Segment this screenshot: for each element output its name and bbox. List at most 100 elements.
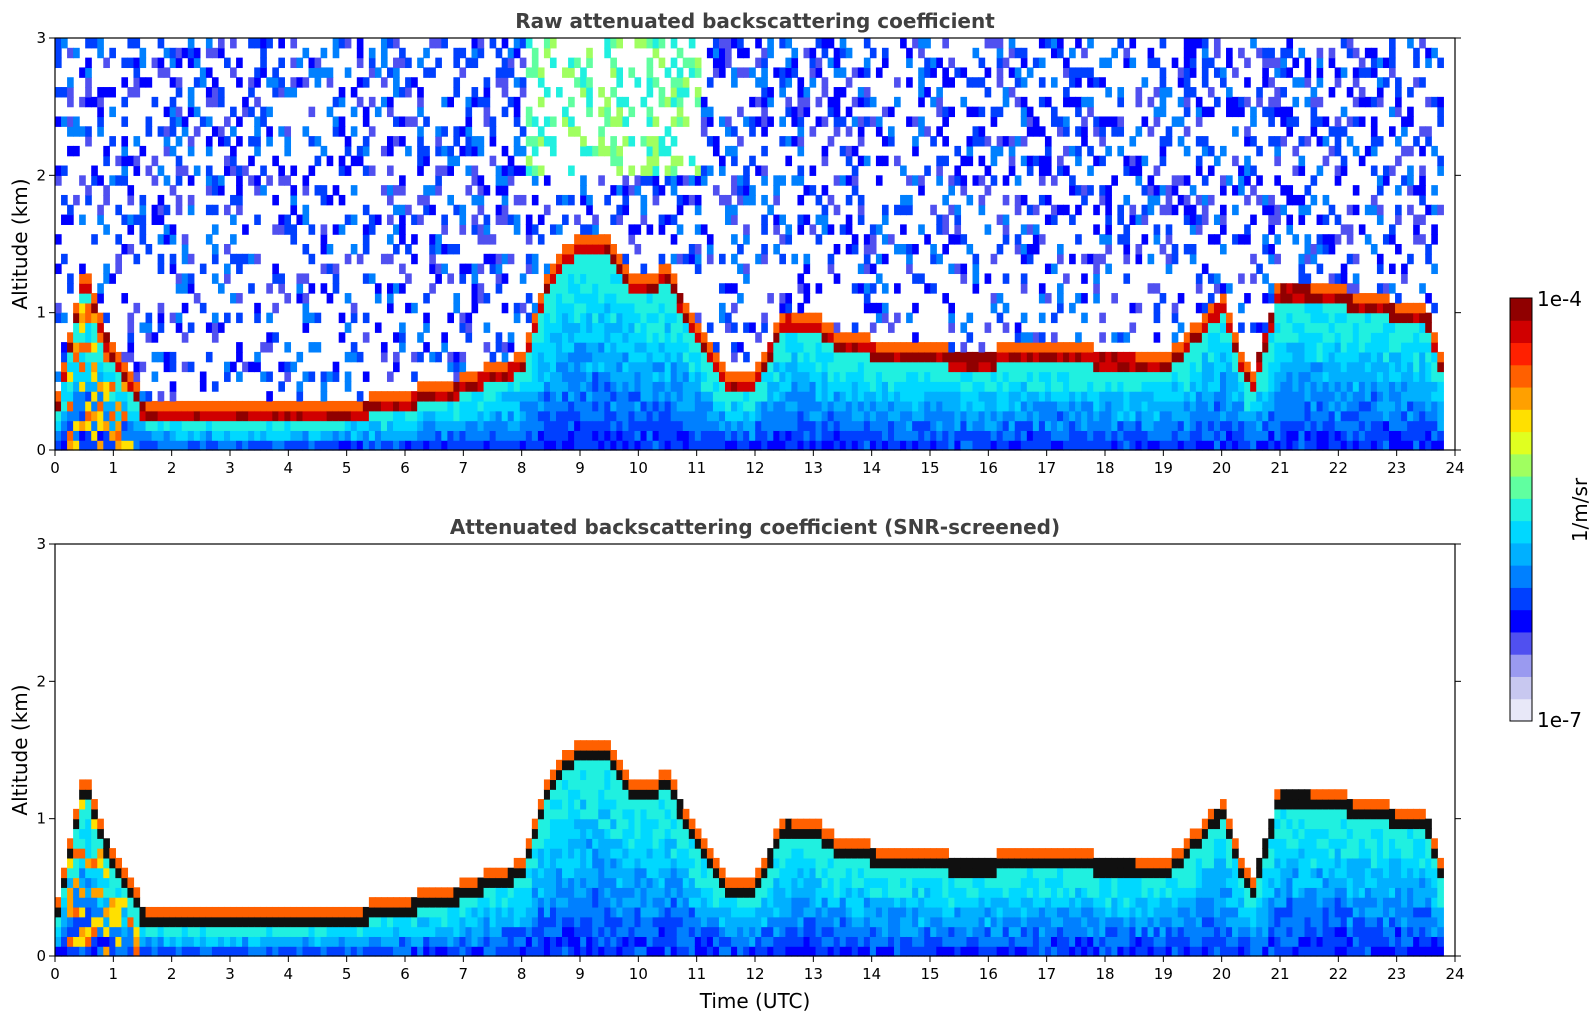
heatmap-cell (948, 371, 955, 382)
heatmap-cell (592, 351, 599, 363)
heatmap-cell (1431, 391, 1438, 402)
heatmap-cell (1310, 175, 1318, 186)
heatmap-cell (1093, 283, 1100, 294)
heatmap-cell (519, 430, 527, 441)
heatmap-cell (417, 165, 424, 176)
heatmap-cell (676, 312, 684, 324)
heatmap-cell (1069, 302, 1076, 314)
heatmap-cell (435, 273, 442, 284)
heatmap-cell (1431, 410, 1438, 422)
heatmap-cell (791, 332, 799, 343)
heatmap-cell (1407, 400, 1414, 412)
heatmap-cell (718, 361, 726, 373)
heatmap-cell (1250, 136, 1257, 147)
heatmap-cell (332, 283, 340, 294)
heatmap-cell (821, 77, 829, 88)
heatmap-cell (549, 136, 557, 147)
heatmap-cell (61, 253, 68, 265)
heatmap-cell (1135, 126, 1143, 137)
heatmap-cell (302, 302, 310, 314)
heatmap-cell (894, 312, 901, 324)
heatmap-cell (205, 165, 213, 176)
heatmap-cell (411, 253, 418, 265)
heatmap-cell (453, 244, 461, 255)
heatmap-cell (393, 116, 400, 127)
heatmap-cell (326, 371, 334, 382)
heatmap-cell (1232, 67, 1239, 78)
heatmap-cell (465, 332, 473, 343)
heatmap-cell (1038, 440, 1046, 451)
heatmap-cell (833, 332, 841, 343)
heatmap-cell (109, 351, 116, 363)
heatmap-cell (924, 87, 931, 98)
heatmap-cell (1087, 165, 1094, 176)
heatmap-cell (1063, 145, 1070, 157)
heatmap-cell (1123, 332, 1131, 343)
heatmap-cell (942, 371, 949, 382)
heatmap-cell (1274, 381, 1281, 392)
heatmap-cell (1274, 136, 1281, 147)
heatmap-cell (1117, 400, 1125, 412)
heatmap-cell (869, 381, 877, 392)
heatmap-cell (1370, 410, 1378, 422)
heatmap-cell (749, 67, 756, 78)
heatmap-cell (706, 244, 714, 255)
heatmap-cell (797, 312, 805, 324)
heatmap-cell (700, 332, 708, 343)
heatmap-cell (338, 332, 346, 343)
heatmap-cell (676, 371, 684, 382)
heatmap-cell (1207, 273, 1215, 284)
heatmap-cell (272, 87, 279, 98)
heatmap-cell (224, 136, 231, 147)
heatmap-cell (374, 400, 382, 412)
heatmap-cell (839, 38, 847, 49)
heatmap-cell (1316, 430, 1324, 441)
heatmap-cell (1044, 342, 1052, 353)
heatmap-cell (501, 165, 509, 176)
heatmap-cell (477, 410, 485, 422)
heatmap-cell (1038, 391, 1046, 402)
heatmap-cell (67, 273, 74, 284)
heatmap-cell (725, 126, 732, 137)
heatmap-cell (211, 185, 219, 196)
heatmap-cell (1032, 430, 1040, 441)
heatmap-cell (525, 234, 533, 245)
heatmap-cell (61, 351, 68, 363)
heatmap-cell (875, 273, 883, 284)
heatmap-cell (513, 381, 521, 392)
heatmap-cell (495, 185, 503, 196)
heatmap-cell (272, 410, 279, 422)
heatmap-cell (1298, 351, 1306, 363)
heatmap-cell (1425, 322, 1432, 333)
heatmap-cell (966, 312, 974, 324)
heatmap-cell (990, 175, 998, 186)
heatmap-cell (242, 361, 249, 373)
heatmap-cell (224, 410, 231, 422)
heatmap-cell (1159, 96, 1167, 108)
heatmap-cell (966, 371, 974, 382)
heatmap-cell (640, 312, 648, 324)
heatmap-cell (296, 440, 304, 451)
heatmap-cell (513, 194, 521, 206)
heatmap-cell (809, 440, 817, 451)
heatmap-cell (380, 38, 388, 49)
heatmap-cell (682, 410, 690, 422)
heatmap-cell (875, 430, 883, 441)
heatmap-cell (181, 273, 189, 284)
heatmap-cell (1032, 126, 1040, 137)
heatmap-cell (731, 145, 738, 157)
heatmap-cell (103, 430, 110, 441)
heatmap-cell (833, 342, 841, 353)
heatmap-cell (1069, 410, 1076, 422)
heatmap-cell (791, 47, 799, 59)
heatmap-cell (1316, 67, 1324, 78)
heatmap-cell (1020, 273, 1028, 284)
heatmap-cell (694, 96, 702, 108)
heatmap-cell (1081, 116, 1088, 127)
heatmap-cell (145, 165, 153, 176)
heatmap-cell (266, 371, 273, 382)
heatmap-cell (1328, 283, 1336, 294)
heatmap-cell (803, 342, 811, 353)
heatmap-cell (272, 440, 279, 451)
heatmap-cell (423, 116, 430, 127)
